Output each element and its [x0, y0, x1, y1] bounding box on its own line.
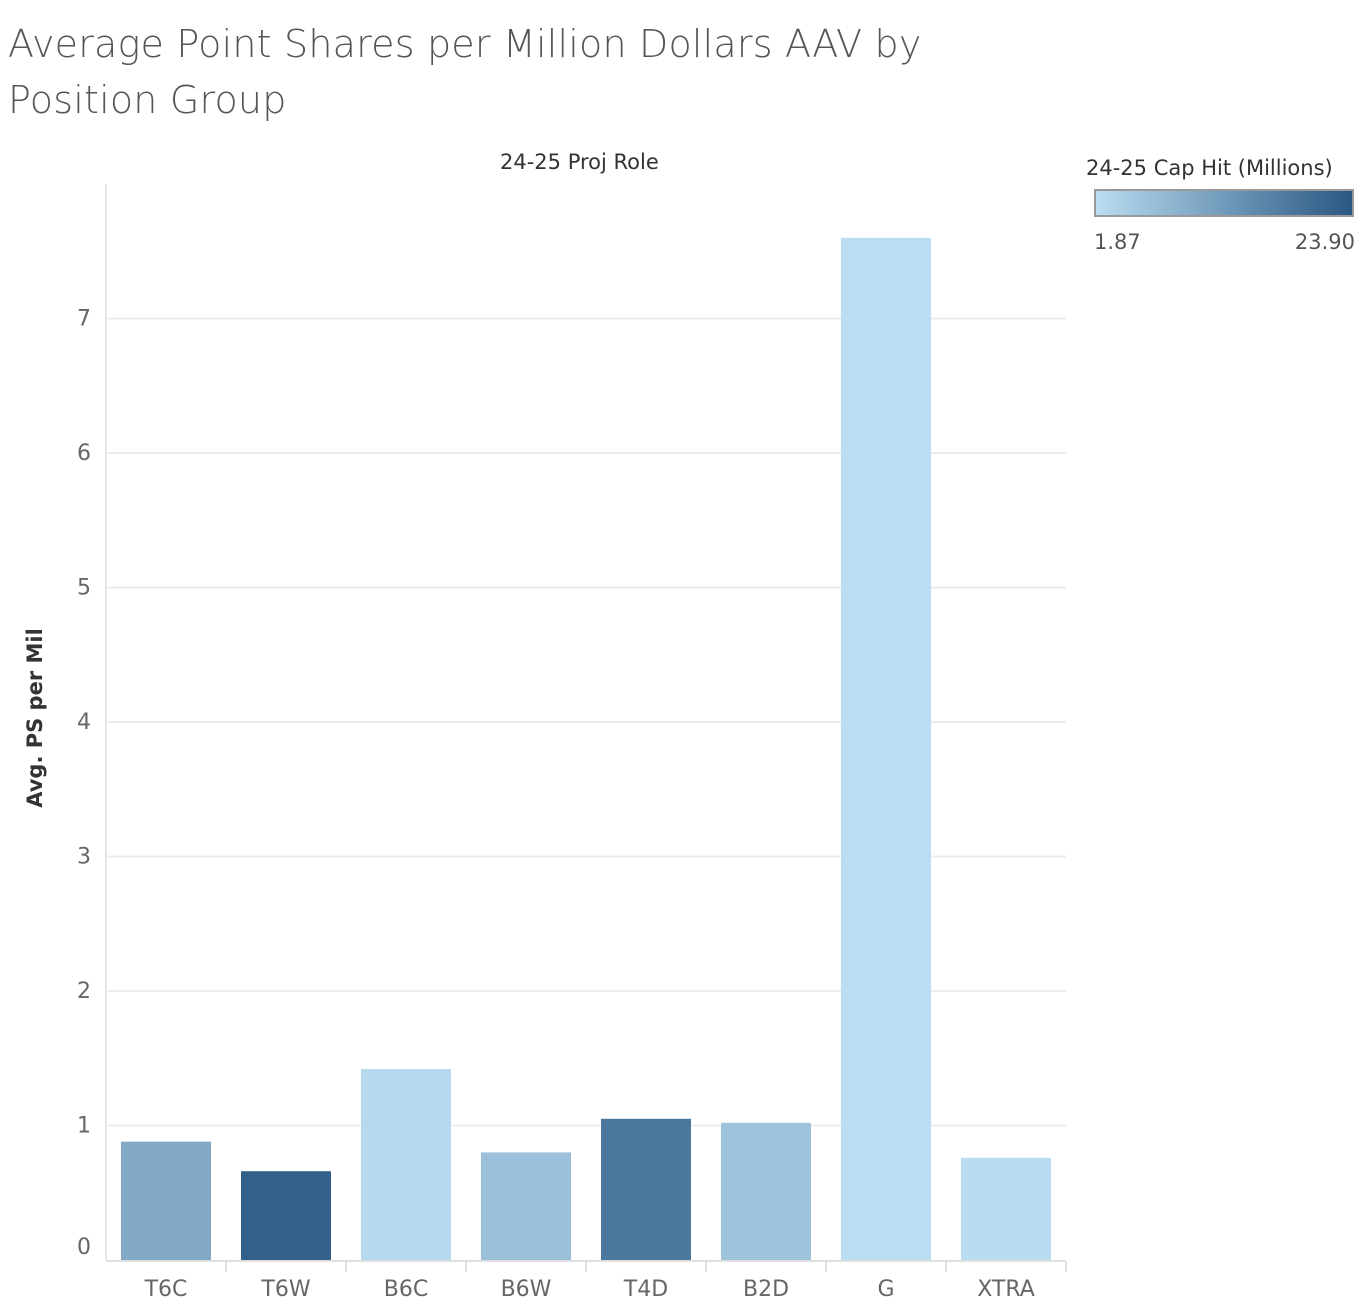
- bar-b6c[interactable]: [361, 1069, 451, 1260]
- x-tick-label: T6W: [260, 1277, 310, 1302]
- x-tick-label: T6C: [144, 1277, 188, 1302]
- x-axis-labels: T6C T6W B6C B6W T4D B2D G XTRA: [144, 1262, 1067, 1302]
- y-axis-label: Avg. PS per Mil: [23, 628, 47, 808]
- legend-max-label: 23.90: [1294, 230, 1355, 254]
- y-tick-label: 7: [77, 307, 91, 332]
- color-legend-gradient: [1094, 189, 1354, 217]
- y-tick-label: 0: [77, 1235, 91, 1260]
- bar-t4d[interactable]: [601, 1118, 691, 1260]
- x-tick-label: XTRA: [977, 1277, 1035, 1302]
- bars: [121, 237, 1051, 1261]
- bar-b2d[interactable]: [721, 1122, 811, 1260]
- y-tick-label: 1: [77, 1114, 91, 1139]
- bar-g[interactable]: [841, 237, 931, 1261]
- x-tick-label: B2D: [743, 1277, 789, 1302]
- y-tick-label: 3: [77, 845, 91, 870]
- y-tick-label: 2: [77, 979, 91, 1004]
- x-tick-label: B6W: [501, 1277, 552, 1302]
- legend-min-label: 1.87: [1094, 230, 1141, 254]
- x-tick-label: G: [877, 1277, 894, 1302]
- y-axis-ticks: 0 1 2 3 4 5 6 7: [77, 307, 91, 1261]
- y-tick-label: 5: [77, 576, 91, 601]
- bar-b6w[interactable]: [481, 1152, 571, 1260]
- x-tick-label: T4D: [623, 1277, 668, 1302]
- x-tick-label: B6C: [384, 1277, 428, 1302]
- y-tick-label: 6: [77, 441, 91, 466]
- legend-title: 24-25 Cap Hit (Millions): [1086, 156, 1333, 180]
- bar-xtra[interactable]: [961, 1157, 1051, 1260]
- bar-t6c[interactable]: [121, 1141, 211, 1260]
- bar-t6w[interactable]: [241, 1171, 331, 1260]
- chart-title: Average Point Shares per Million Dollars…: [8, 22, 922, 122]
- column-header: 24-25 Proj Role: [500, 150, 659, 174]
- y-tick-label: 4: [77, 710, 91, 735]
